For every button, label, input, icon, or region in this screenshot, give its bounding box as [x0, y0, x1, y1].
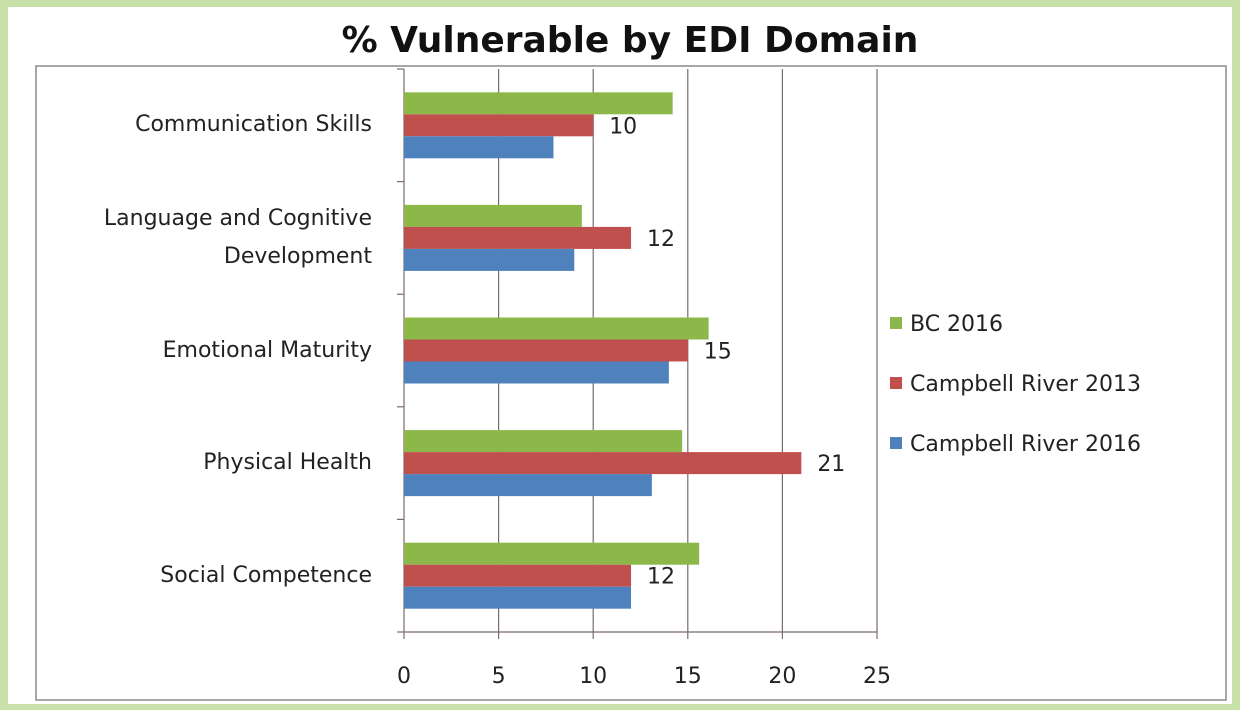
legend-label: Campbell River 2016 [910, 432, 1141, 457]
chart-border [35, 65, 1227, 701]
x-tick-label: 10 [579, 664, 607, 689]
bar [404, 226, 632, 249]
y-tick-label: Communication Skills [135, 112, 372, 138]
data-label: 12 [647, 227, 675, 252]
y-tick-label: Physical Health [203, 450, 372, 476]
bar [404, 114, 594, 137]
y-tick-label: Social Competence [160, 562, 372, 588]
data-label: 21 [817, 452, 845, 477]
x-tick-label: 15 [674, 664, 702, 689]
legend-swatch [890, 377, 902, 389]
bar [404, 248, 575, 271]
data-label: 12 [647, 565, 675, 590]
x-tick-label: 0 [397, 664, 411, 689]
legend-label: BC 2016 [910, 312, 1003, 337]
legend-swatch [890, 317, 902, 329]
legend-label: Campbell River 2013 [910, 372, 1141, 397]
x-tick-label: 25 [863, 664, 891, 689]
x-tick-label: 20 [768, 664, 796, 689]
y-tick-label: Language and Cognitive Development [103, 205, 372, 269]
bar [404, 542, 700, 565]
bar [404, 204, 582, 227]
bar [404, 339, 688, 362]
bar [404, 586, 632, 609]
bar [404, 474, 652, 497]
bar [404, 452, 802, 475]
data-label: 10 [609, 114, 637, 139]
bar [404, 430, 683, 453]
bar [404, 317, 709, 340]
data-label: 15 [704, 340, 732, 365]
bar [404, 564, 632, 587]
y-tick-label: Emotional Maturity [162, 337, 372, 363]
bar [404, 361, 669, 384]
bar [404, 136, 554, 159]
legend-swatch [890, 437, 902, 449]
x-tick-label: 5 [492, 664, 506, 689]
chart-title: % Vulnerable by EDI Domain [342, 20, 919, 61]
bar [404, 92, 673, 115]
